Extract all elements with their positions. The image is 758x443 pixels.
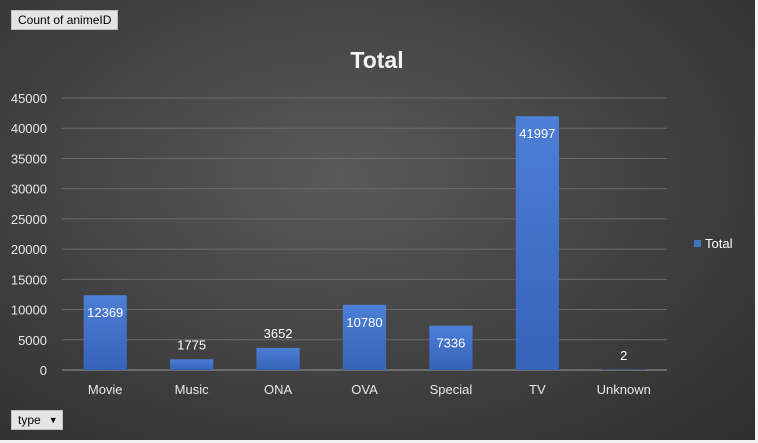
y-tick-label: 35000 <box>11 151 47 166</box>
x-tick-label: OVA <box>351 382 378 397</box>
data-label: 2 <box>620 348 627 363</box>
y-tick-label: 10000 <box>11 303 47 318</box>
y-tick-label: 5000 <box>18 333 47 348</box>
data-label: 41997 <box>519 126 555 141</box>
data-labels: 12369 1775 3652 10780 7336 41997 2 <box>87 126 627 363</box>
axis-field-label: type <box>18 413 41 427</box>
dropdown-arrow-icon[interactable]: ▼ <box>48 415 58 425</box>
data-label: 12369 <box>87 305 123 320</box>
x-tick-label: Unknown <box>597 382 651 397</box>
y-tick-label: 20000 <box>11 242 47 257</box>
data-label: 7336 <box>436 336 465 351</box>
legend-swatch <box>694 240 701 247</box>
axis-field-button[interactable]: type ▼ <box>11 410 63 430</box>
y-tick-label: 0 <box>40 363 47 378</box>
bar-special[interactable] <box>429 325 473 370</box>
legend-entry-total: Total <box>705 236 733 251</box>
value-field-label: Count of animeID <box>18 13 112 27</box>
y-tick-label: 15000 <box>11 272 47 287</box>
y-tick-label: 40000 <box>11 121 47 136</box>
y-tick-label: 25000 <box>11 212 47 227</box>
bar-tv[interactable] <box>515 116 559 371</box>
sheet-edge-right <box>755 0 758 443</box>
value-field-button[interactable]: Count of animeID <box>11 10 119 30</box>
data-label: 3652 <box>264 326 293 341</box>
y-axis: 0 5000 10000 15000 20000 25000 30000 35000 40000… <box>11 91 47 378</box>
bars <box>83 116 646 371</box>
x-tick-label: Music <box>175 382 209 397</box>
data-label: 1775 <box>177 337 206 352</box>
bar-ova[interactable] <box>342 304 387 370</box>
bar-ona[interactable] <box>256 347 300 370</box>
chart-title: Total <box>350 47 403 73</box>
y-tick-label: 45000 <box>11 91 47 106</box>
legend: Total <box>694 236 733 251</box>
sheet-edge-bottom <box>0 440 758 443</box>
bar-movie[interactable] <box>83 295 127 370</box>
x-tick-label: TV <box>529 382 546 397</box>
x-tick-label: Special <box>430 382 473 397</box>
bar-music[interactable] <box>170 359 214 370</box>
x-axis: Movie Music ONA OVA Special TV Unknown <box>88 382 651 397</box>
bar-unknown[interactable] <box>602 369 646 371</box>
y-tick-label: 30000 <box>11 182 47 197</box>
x-tick-label: ONA <box>264 382 293 397</box>
x-tick-label: Movie <box>88 382 123 397</box>
data-label: 10780 <box>346 315 382 330</box>
